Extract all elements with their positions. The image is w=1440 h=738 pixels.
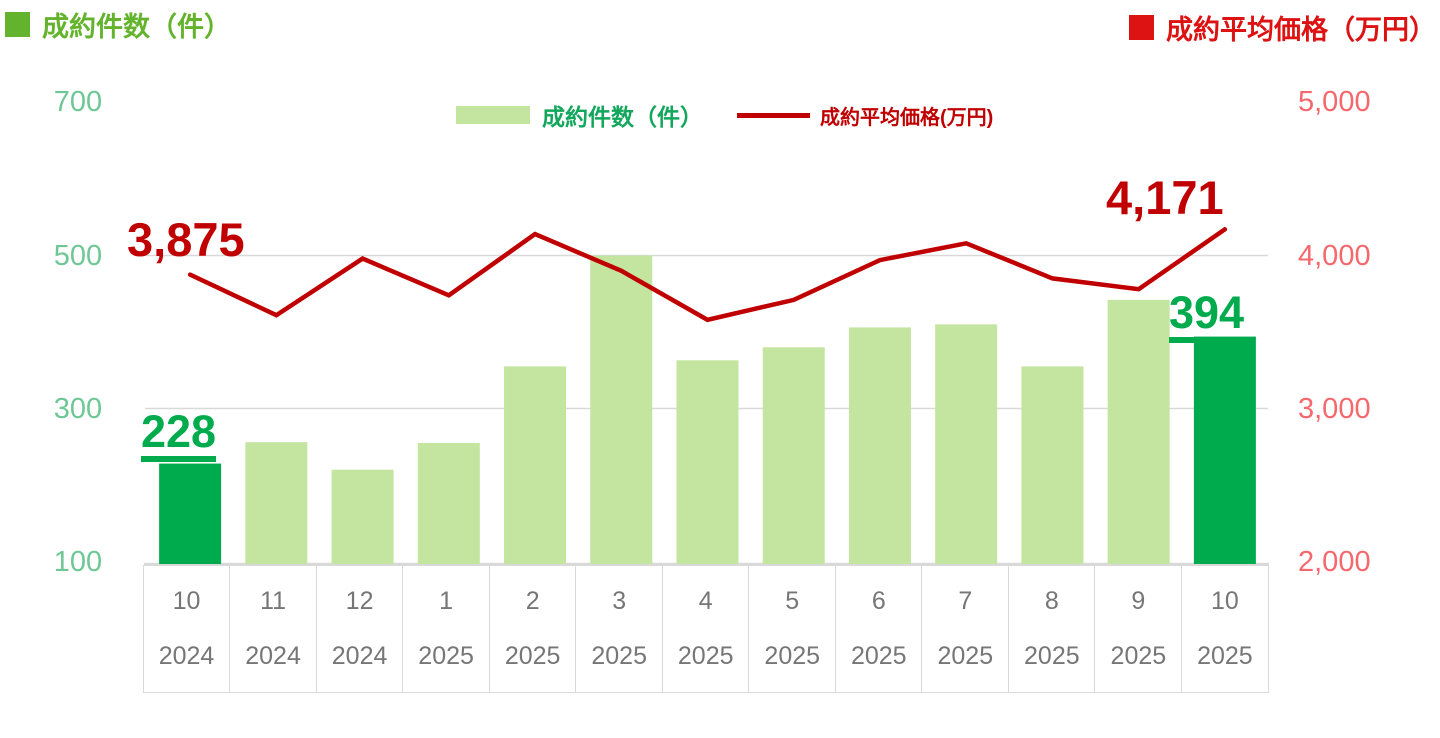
x-axis-year-label: 2025 [1110, 642, 1167, 670]
x-axis-cell: 11 2024 [229, 565, 318, 693]
x-axis-cell: 12 2024 [315, 565, 404, 693]
x-axis-cell: 3 2025 [575, 565, 664, 693]
red-square-icon [1129, 15, 1154, 40]
right-axis-tick-4000: 4,000 [1298, 240, 1371, 272]
left-axis-tick-100: 100 [53, 546, 103, 578]
x-axis-table: 10 2024 11 2024 12 2024 1 2025 2 2025 3 2025 4 2025 5 2… [142, 565, 1269, 693]
x-axis-cell: 6 2025 [834, 565, 923, 693]
x-axis-month-label: 1 [439, 587, 454, 615]
right-axis-title: 成約平均価格（万円） [1129, 8, 1436, 47]
x-axis-year-label: 2025 [1197, 642, 1253, 670]
x-axis-cell: 5 2025 [748, 565, 837, 693]
bar [848, 327, 911, 564]
x-axis-month-label: 9 [1131, 587, 1146, 615]
x-axis-year-label: 2025 [418, 642, 474, 670]
left-axis-tick-500: 500 [53, 240, 103, 272]
bar [331, 469, 394, 564]
x-axis-month-label: 7 [958, 587, 973, 615]
line-point-label-last: 4,171 [1106, 171, 1224, 224]
bar-value-label-first: 228 [141, 409, 217, 462]
x-axis-month-label: 3 [612, 587, 627, 615]
x-axis-cell: 10 2025 [1180, 565, 1269, 693]
green-square-icon [5, 12, 30, 37]
line-series [187, 227, 1228, 323]
x-axis-month-label: 12 [345, 587, 374, 615]
x-axis-month-label: 6 [871, 587, 886, 615]
x-axis-cell: 10 2024 [142, 565, 231, 693]
bar [1107, 299, 1170, 564]
bar [590, 255, 653, 564]
x-axis-year-label: 2024 [158, 642, 215, 670]
x-axis-month-label: 5 [785, 587, 800, 615]
x-axis-year-label: 2025 [850, 642, 907, 670]
x-axis-month-label: 10 [1210, 587, 1239, 615]
x-axis-month-label: 2 [525, 587, 540, 615]
x-axis-year-label: 2025 [937, 642, 994, 670]
bar-series-legend-label: 成約件数（件） [542, 104, 703, 130]
right-axis-tick-3000: 3,000 [1298, 393, 1371, 425]
bar [245, 442, 308, 564]
x-axis-cell: 2 2025 [488, 565, 577, 693]
line-point-label-first: 3,875 [127, 213, 245, 266]
bar [417, 442, 480, 564]
right-axis-title-label: 成約平均価格（万円） [1166, 15, 1436, 45]
bar-series-swatch-icon [456, 106, 530, 124]
x-axis-year-label: 2025 [1024, 642, 1080, 670]
bar [935, 324, 998, 564]
right-axis-tick-2000: 2,000 [1298, 546, 1371, 578]
x-axis-year-label: 2024 [331, 642, 388, 670]
bar [1021, 366, 1084, 564]
x-axis-cell: 4 2025 [661, 565, 750, 693]
x-axis-cell: 9 2025 [1094, 565, 1183, 693]
x-axis-year-label: 2025 [591, 642, 647, 670]
x-axis-month-label: 10 [172, 587, 201, 615]
x-axis-year-label: 2025 [764, 642, 821, 670]
right-axis-tick-5000: 5,000 [1298, 86, 1371, 118]
x-axis-year-label: 2024 [245, 642, 301, 670]
left-axis-tick-300: 300 [53, 393, 103, 425]
left-axis-title: 成約件数（件） [5, 5, 231, 44]
left-axis-title-label: 成約件数（件） [42, 12, 231, 42]
left-axis-tick-700: 700 [53, 86, 103, 118]
x-axis-year-label: 2025 [677, 642, 734, 670]
x-axis-cell: 1 2025 [402, 565, 491, 693]
bar-highlighted [159, 463, 222, 564]
bar [676, 360, 739, 564]
x-axis-month-label: 4 [698, 587, 713, 615]
bar-highlighted [1193, 336, 1256, 564]
bar [762, 347, 825, 564]
line-series-swatch-icon [737, 112, 810, 118]
bar [504, 366, 567, 564]
x-axis-year-label: 2025 [504, 642, 561, 670]
bar-value-label-last: 394 [1169, 290, 1245, 343]
legend: 成約件数（件） 成約平均価格(万円) [456, 97, 993, 133]
x-axis-month-label: 11 [260, 587, 287, 615]
x-axis-month-label: 8 [1044, 587, 1059, 615]
line-series-legend-label: 成約平均価格(万円) [820, 106, 994, 129]
x-axis-cell: 7 2025 [921, 565, 1010, 693]
x-axis-cell: 8 2025 [1007, 565, 1096, 693]
